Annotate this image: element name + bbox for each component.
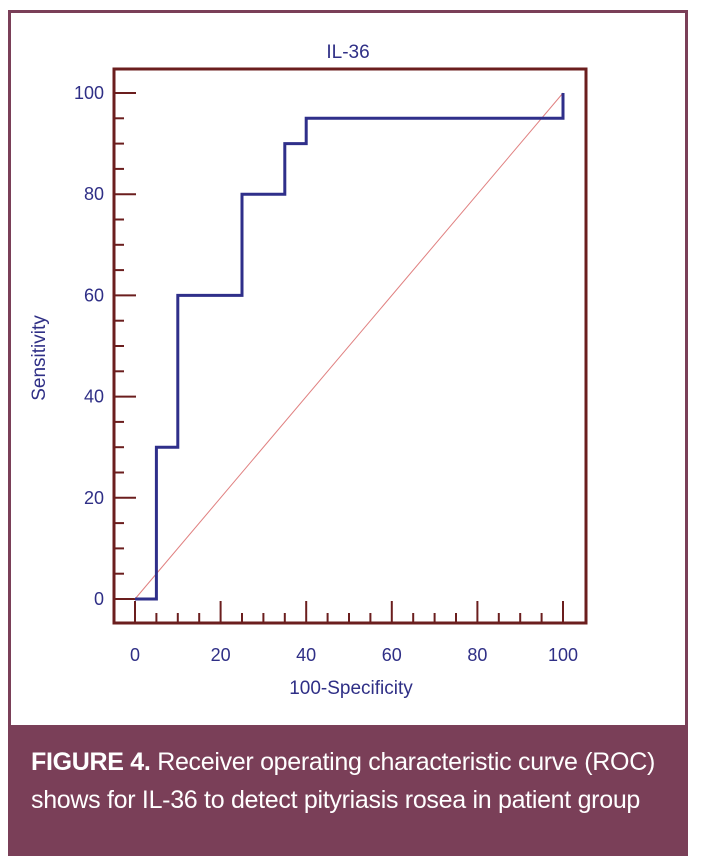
y-tick-label: 80: [84, 184, 104, 204]
y-axis-title: Sensitivity: [29, 315, 50, 401]
roc-chart: IL-36 Sensitivity 100-Specificity 0 20 40 6…: [29, 42, 588, 699]
roc-curve: [135, 93, 565, 601]
caption-text: Receiver operating characteristic curve …: [31, 748, 655, 814]
x-tick-label: 40: [296, 645, 316, 665]
figure-frame: IL-36 Sensitivity 100-Specificity 0 20 40 6…: [8, 10, 688, 856]
x-tick-label: 80: [467, 645, 487, 665]
chart-title: IL-36: [326, 42, 369, 63]
caption-label: FIGURE 4.: [31, 748, 151, 776]
y-tick-label: 20: [84, 488, 104, 508]
x-tick-label: 60: [382, 645, 402, 665]
y-tick-label: 0: [94, 589, 104, 609]
y-tick-label: 40: [84, 387, 104, 407]
x-tick-label: 100: [548, 645, 578, 665]
plot-border: [112, 67, 588, 625]
x-tick-label: 20: [211, 645, 231, 665]
y-tick-label: 100: [74, 83, 104, 103]
y-tick-label: 60: [84, 285, 104, 305]
diagonal-reference-line: [134, 92, 564, 600]
x-axis-title: 100-Specificity: [289, 678, 413, 699]
x-tick-label: 0: [130, 645, 140, 665]
figure-caption: FIGURE 4. Receiver operating characteris…: [11, 725, 685, 853]
